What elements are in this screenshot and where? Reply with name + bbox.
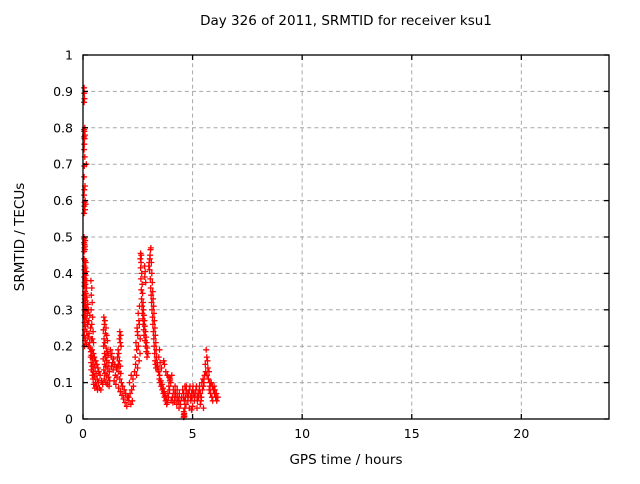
y-tick-label: 0.7 <box>53 157 73 172</box>
x-tick-label: 20 <box>513 426 529 441</box>
y-tick-label: 0.4 <box>53 266 73 281</box>
data-points <box>80 84 221 421</box>
y-tick-label: 0.8 <box>53 120 73 135</box>
y-tick-label: 0.2 <box>53 339 73 354</box>
y-axis-label: SRMTID / TECUs <box>12 182 28 292</box>
x-tick-label: 0 <box>79 426 87 441</box>
x-tick-label: 5 <box>189 426 197 441</box>
y-tick-label: 0 <box>65 412 73 427</box>
y-tick-label: 0.5 <box>53 230 73 245</box>
y-tick-label: 0.1 <box>53 375 73 390</box>
chart-title: Day 326 of 2011, SRMTID for receiver ksu… <box>200 13 492 29</box>
y-tick-label: 1 <box>65 48 73 63</box>
y-tick-label: 0.9 <box>53 84 73 99</box>
y-tick-label: 0.3 <box>53 302 73 317</box>
x-tick-label: 10 <box>294 426 310 441</box>
x-tick-label: 15 <box>404 426 420 441</box>
y-tick-label: 0.6 <box>53 193 73 208</box>
x-axis-label: GPS time / hours <box>289 452 403 468</box>
